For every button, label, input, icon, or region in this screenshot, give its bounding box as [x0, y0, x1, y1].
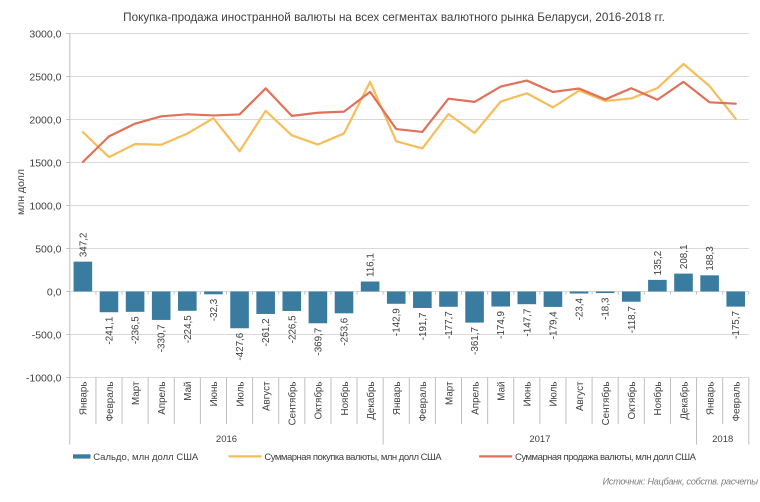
svg-text:-261,2: -261,2 — [261, 318, 272, 346]
svg-text:-32,3: -32,3 — [209, 298, 220, 321]
svg-text:Июнь: Июнь — [209, 382, 220, 407]
svg-text:208,1: 208,1 — [679, 245, 690, 270]
svg-text:Ноябрь: Ноябрь — [653, 382, 664, 416]
svg-text:Суммарная покупка валюты, млн: Суммарная покупка валюты, млн долл США — [264, 452, 442, 463]
svg-text:Июль: Июль — [235, 382, 246, 407]
svg-text:2500,0: 2500,0 — [29, 71, 61, 83]
svg-text:Источник: Нацбанк, собств. рас: Источник: Нацбанк, собств. расчеты — [602, 476, 758, 486]
svg-text:Декабрь: Декабрь — [679, 382, 690, 420]
svg-text:-253,6: -253,6 — [340, 317, 351, 345]
svg-text:Январь: Январь — [79, 382, 90, 416]
svg-text:Август: Август — [575, 381, 586, 411]
svg-text:Сентябрь: Сентябрь — [601, 382, 612, 426]
svg-text:Покупка-продажа иностранной ва: Покупка-продажа иностранной валюты на вс… — [123, 11, 665, 24]
svg-text:-175,7: -175,7 — [731, 311, 742, 339]
svg-text:135,2: 135,2 — [653, 251, 664, 276]
svg-text:Декабрь: Декабрь — [366, 382, 377, 420]
svg-text:Суммарная продажа валюты, млн: Суммарная продажа валюты, млн долл США — [515, 452, 697, 463]
svg-text:-236,5: -236,5 — [131, 316, 142, 344]
svg-text:Май: Май — [183, 382, 194, 401]
svg-text:188,3: 188,3 — [705, 246, 716, 271]
svg-text:2000,0: 2000,0 — [29, 114, 61, 126]
svg-text:500,0: 500,0 — [35, 243, 61, 255]
svg-text:-174,9: -174,9 — [496, 311, 507, 339]
svg-text:-118,7: -118,7 — [627, 306, 638, 333]
svg-text:-147,7: -147,7 — [522, 309, 533, 337]
svg-text:3000,0: 3000,0 — [29, 28, 61, 40]
svg-text:Август: Август — [261, 381, 272, 411]
svg-text:2017: 2017 — [529, 434, 550, 445]
svg-text:Май: Май — [497, 382, 508, 401]
svg-text:Ноябрь: Ноябрь — [340, 382, 351, 416]
svg-text:-18,3: -18,3 — [601, 297, 612, 320]
svg-text:-224,5: -224,5 — [183, 315, 194, 343]
svg-text:-361,7: -361,7 — [470, 327, 481, 355]
svg-text:Январь: Январь — [392, 382, 403, 416]
svg-text:-1000,0: -1000,0 — [26, 372, 62, 384]
svg-text:-226,5: -226,5 — [287, 315, 298, 343]
svg-text:Март: Март — [131, 381, 142, 405]
svg-text:Октябрь: Октябрь — [314, 382, 325, 420]
svg-text:0,0: 0,0 — [47, 286, 62, 298]
svg-text:1500,0: 1500,0 — [29, 157, 61, 169]
svg-text:Февраль: Февраль — [105, 382, 116, 422]
svg-text:Сентябрь: Сентябрь — [288, 382, 299, 426]
svg-text:2016: 2016 — [216, 434, 237, 445]
svg-text:Февраль: Февраль — [732, 382, 743, 422]
svg-text:Апрель: Апрель — [470, 382, 481, 415]
svg-text:млн долл: млн долл — [15, 169, 27, 215]
svg-text:347,2: 347,2 — [78, 233, 89, 258]
svg-text:Октябрь: Октябрь — [627, 382, 638, 420]
svg-text:-427,6: -427,6 — [235, 332, 246, 360]
svg-text:Февраль: Февраль — [418, 382, 429, 422]
svg-text:1000,0: 1000,0 — [29, 200, 61, 212]
svg-text:Июнь: Июнь — [523, 382, 534, 407]
svg-text:-177,7: -177,7 — [444, 311, 455, 339]
svg-text:-142,9: -142,9 — [392, 308, 403, 336]
svg-text:-241,1: -241,1 — [104, 317, 115, 345]
svg-text:Апрель: Апрель — [157, 382, 168, 415]
svg-text:Январь: Январь — [705, 382, 716, 416]
svg-text:-191,7: -191,7 — [418, 312, 429, 340]
svg-text:-500,0: -500,0 — [32, 329, 62, 341]
svg-text:-369,7: -369,7 — [313, 328, 324, 356]
svg-text:Сальдо, млн долл США: Сальдо, млн долл США — [93, 452, 199, 463]
svg-text:-23,4: -23,4 — [575, 297, 586, 320]
svg-text:-330,7: -330,7 — [157, 324, 168, 352]
svg-text:116,1: 116,1 — [366, 253, 377, 277]
svg-text:Март: Март — [444, 381, 455, 405]
svg-text:-179,4: -179,4 — [548, 311, 559, 339]
svg-text:2018: 2018 — [712, 434, 733, 445]
svg-text:Июль: Июль — [549, 382, 560, 407]
